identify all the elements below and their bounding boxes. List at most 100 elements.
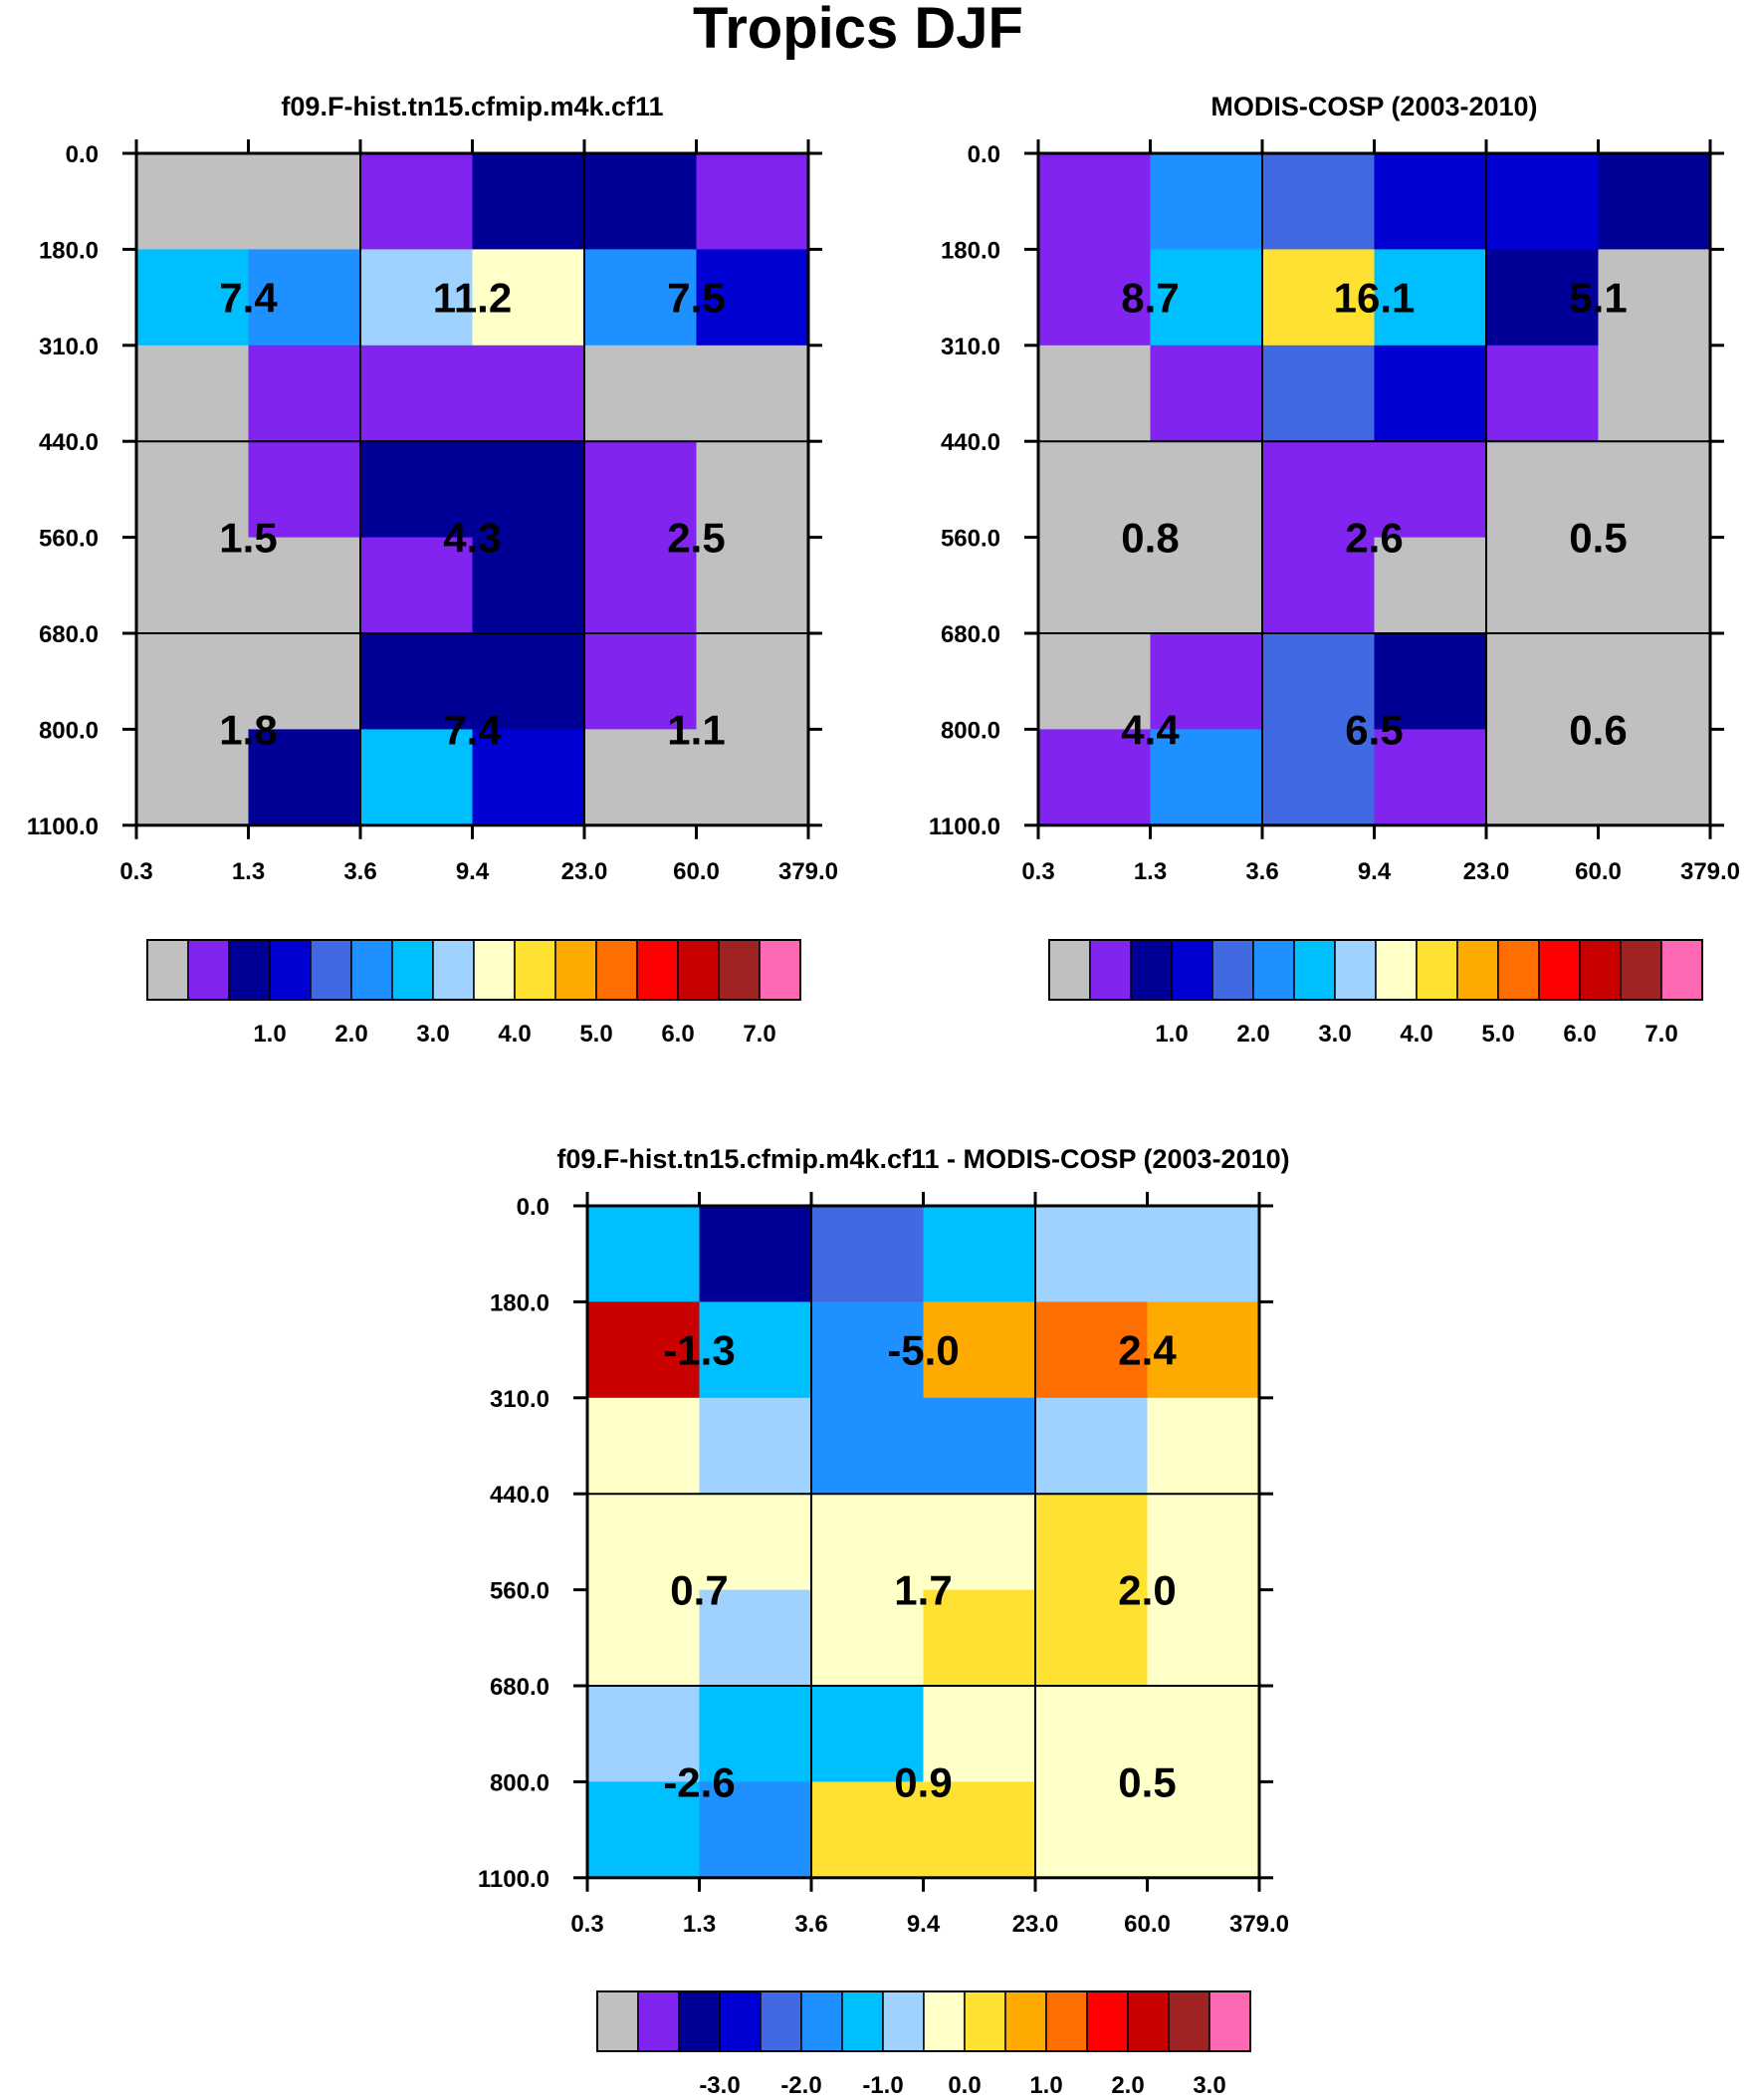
y-tick-label: 560.0 — [490, 1578, 549, 1605]
group-total-label: 1.1 — [667, 706, 725, 753]
x-tick-label: 0.3 — [119, 858, 152, 885]
heatmap-cell — [1486, 153, 1600, 250]
colorbar-swatch — [637, 1990, 680, 2052]
colorbar-swatch — [1456, 939, 1499, 1001]
colorbar-swatch — [1211, 939, 1254, 1001]
heatmap-cell — [472, 537, 585, 634]
heatmap-cell — [1150, 537, 1263, 634]
heatmap-cell — [587, 1781, 701, 1879]
x-tick-label: 379.0 — [778, 858, 838, 885]
y-tick-label: 180.0 — [39, 237, 99, 264]
colorbar-swatch — [1538, 939, 1581, 1001]
y-tick-label: 680.0 — [941, 621, 1000, 648]
panel-title: f09.F-hist.tn15.cfmip.m4k.cf11 - MODIS-C… — [556, 1144, 1289, 1174]
group-total-label: 16.1 — [1334, 275, 1416, 322]
group-total-label: 0.9 — [894, 1758, 952, 1805]
heatmap-cell — [136, 441, 250, 539]
colorbar-label: 0.0 — [948, 2072, 981, 2099]
figure-title: Tropics DJF — [693, 0, 1023, 61]
heatmap-cell — [1374, 633, 1487, 730]
heatmap-cell — [699, 1397, 812, 1495]
group-total-label: 0.6 — [1569, 706, 1627, 753]
heatmap-cell — [696, 633, 809, 730]
heatmap-cell — [584, 153, 698, 250]
y-tick-label: 440.0 — [39, 429, 99, 456]
y-tick-label: 1100.0 — [478, 1866, 549, 1893]
heatmap-cell — [1262, 441, 1376, 539]
colorbar-swatch — [187, 939, 230, 1001]
heatmap-cell — [360, 153, 474, 250]
heatmap-cell — [248, 729, 361, 826]
heatmap-cell — [248, 537, 361, 634]
heatmap-cell — [248, 345, 361, 442]
colorbar-label: 2.0 — [1111, 2072, 1144, 2099]
x-tick-label: 23.0 — [561, 858, 608, 885]
heatmap-cell — [1262, 537, 1376, 634]
heatmap-cell — [472, 345, 585, 442]
heatmap-cell — [1262, 345, 1376, 442]
colorbar-label: 1.0 — [1029, 2072, 1062, 2099]
heatmap-cell — [1486, 729, 1600, 826]
colorbar-swatch — [1127, 1990, 1170, 2052]
heatmap-cell — [472, 249, 585, 347]
colorbar-label: 2.0 — [1236, 1021, 1269, 1048]
colorbar-swatch — [146, 939, 189, 1001]
colorbar-label: 3.0 — [1193, 2072, 1225, 2099]
heatmap-cell — [1035, 1781, 1149, 1879]
y-tick-label: 0.0 — [517, 1194, 549, 1221]
colorbar-frame — [146, 939, 801, 1001]
heatmap-cell — [1035, 1494, 1149, 1591]
heatmap-cell — [472, 441, 585, 539]
group-total-label: 2.4 — [1118, 1327, 1177, 1374]
heatmap-cell — [360, 537, 474, 634]
x-tick-label: 3.6 — [343, 858, 376, 885]
y-tick-label: 800.0 — [39, 717, 99, 744]
y-tick-label: 180.0 — [490, 1289, 549, 1316]
x-tick-label: 1.3 — [232, 858, 265, 885]
group-total-label: 0.5 — [1118, 1758, 1176, 1805]
heatmap-cell — [1374, 345, 1487, 442]
colorbar-swatch — [1004, 1990, 1047, 2052]
heatmap-cell — [1150, 729, 1263, 826]
heatmap-cell — [472, 153, 585, 250]
colorbar-swatch — [432, 939, 475, 1001]
heatmap-cell — [1598, 633, 1711, 730]
heatmap-cell — [1147, 1781, 1260, 1879]
colorbar-label: 4.0 — [498, 1021, 531, 1048]
colorbar-swatch — [719, 1990, 762, 2052]
colorbar-label: -2.0 — [780, 2072, 821, 2099]
x-tick-label: 23.0 — [1463, 858, 1510, 885]
group-total-label: 6.5 — [1345, 706, 1403, 753]
heatmap-cell — [811, 1206, 925, 1302]
heatmap-cell — [1038, 249, 1152, 347]
heatmap-cell — [360, 729, 474, 826]
heatmap-cell — [1038, 345, 1152, 442]
colorbar-swatch — [1293, 939, 1336, 1001]
heatmap-cell — [1038, 537, 1152, 634]
heatmap-cell — [584, 441, 698, 539]
y-tick-label: 560.0 — [941, 526, 1000, 553]
colorbar-swatch — [1579, 939, 1622, 1001]
colorbar-swatch — [1045, 1990, 1088, 2052]
colorbar-frame — [1048, 939, 1703, 1001]
heatmap-cell — [1486, 345, 1600, 442]
colorbar-swatch — [759, 939, 801, 1001]
colorbar-label: 4.0 — [1400, 1021, 1432, 1048]
group-total-label: 4.3 — [443, 515, 501, 562]
y-tick-label: 680.0 — [490, 1674, 549, 1701]
heatmap-cell — [1374, 153, 1487, 250]
heatmap-cell — [1262, 249, 1376, 347]
colorbar-swatch — [882, 1990, 925, 2052]
group-total-label: 7.4 — [219, 275, 278, 322]
heatmap-cell — [248, 441, 361, 539]
heatmap-cell — [811, 1589, 925, 1687]
heatmap-cell — [923, 1206, 1036, 1302]
colorbar-swatch — [1171, 939, 1213, 1001]
x-tick-label: 60.0 — [1124, 1911, 1171, 1938]
heatmap-cell — [1035, 1589, 1149, 1687]
heatmap-cell — [923, 1494, 1036, 1591]
group-total-label: 7.5 — [667, 275, 725, 322]
colorbar-swatch — [554, 939, 597, 1001]
heatmap-cell — [1486, 441, 1600, 539]
heatmap-cell — [587, 1589, 701, 1687]
